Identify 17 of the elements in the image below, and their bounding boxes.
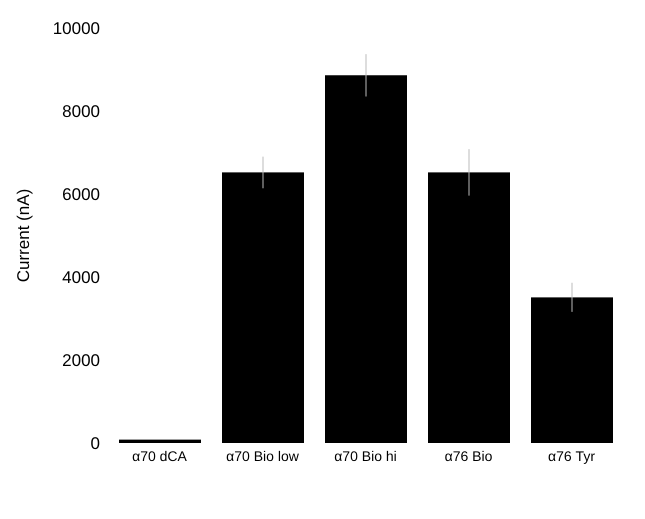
y-tick-label: 6000	[62, 185, 100, 204]
y-tick-label: 4000	[62, 268, 100, 288]
y-tick-label: 2000	[62, 351, 100, 370]
y-tick-label: 8000	[62, 102, 100, 122]
y-axis-title: Current (nA)	[14, 188, 34, 282]
bar	[428, 172, 510, 443]
x-tick-label: α70 Bio hi	[334, 448, 397, 464]
bar	[325, 75, 407, 443]
x-tick-label: α70 dCA	[132, 448, 188, 464]
x-tick-label: α76 Tyr	[548, 448, 596, 464]
bar	[119, 440, 201, 443]
y-tick-label: 0	[90, 434, 100, 454]
y-tick-label: 10000	[52, 19, 100, 38]
x-tick-label: α76 Bio	[444, 448, 493, 464]
bar	[531, 297, 613, 443]
bar	[222, 172, 304, 443]
x-tick-label: α70 Bio low	[226, 448, 300, 464]
